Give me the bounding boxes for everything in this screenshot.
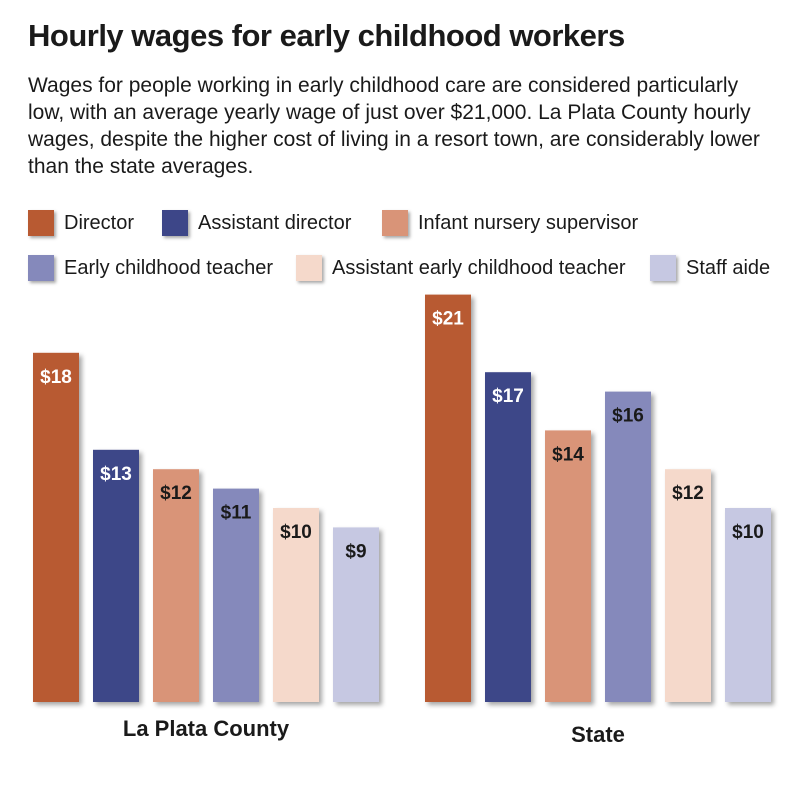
bar-la-plata-county-assistant-director <box>93 449 139 702</box>
value-labels: $18 $13 $12 $11 $10 $9 $21 $17 $14 $16 $12 $10 <box>40 309 764 563</box>
chart-title: Hourly wages for early childhood workers <box>28 18 625 53</box>
value-label-state-assistant-early-childhood-teacher: $12 <box>672 483 704 504</box>
value-label-state-early-childhood-teacher: $16 <box>612 406 644 427</box>
bar-la-plata-county-infant-nursery-supervisor <box>153 469 199 702</box>
value-label-la-plata-county-staff-aide: $9 <box>345 541 366 562</box>
group-labels: La Plata County State <box>123 716 625 747</box>
legend-item-early-childhood-teacher: Early childhood teacher <box>28 255 273 281</box>
bar-state-director <box>425 294 471 702</box>
bar-la-plata-county-director <box>33 352 79 702</box>
bar-state-early-childhood-teacher <box>605 391 651 702</box>
value-label-la-plata-county-director: $18 <box>40 367 72 388</box>
value-label-state-staff-aide: $10 <box>732 522 764 543</box>
value-label-la-plata-county-early-childhood-teacher: $11 <box>221 503 252 524</box>
legend-label-assistant-director: Assistant director <box>198 211 352 234</box>
legend-item-director: Director <box>28 210 134 236</box>
legend-item-assistant-early-childhood-teacher: Assistant early childhood teacher <box>296 255 626 281</box>
legend-item-staff-aide: Staff aide <box>650 255 770 281</box>
category-label-la-plata-county: La Plata County <box>123 716 290 741</box>
value-label-state-assistant-director: $17 <box>492 386 524 407</box>
legend-swatch-infant-nursery-supervisor <box>382 210 408 236</box>
bar-la-plata-county-staff-aide <box>333 527 379 702</box>
value-label-state-director: $21 <box>432 309 464 330</box>
bars <box>33 294 771 702</box>
legend-item-infant-nursery-supervisor: Infant nursery supervisor <box>382 210 638 236</box>
value-label-la-plata-county-assistant-director: $13 <box>100 464 132 485</box>
bar-la-plata-county-assistant-early-childhood-teacher <box>273 508 319 702</box>
legend-swatch-assistant-early-childhood-teacher <box>296 255 322 281</box>
legend-label-assistant-early-childhood-teacher: Assistant early childhood teacher <box>332 256 626 279</box>
legend-swatch-assistant-director <box>162 210 188 236</box>
bar-state-assistant-director <box>485 372 531 702</box>
legend-label-director: Director <box>64 211 135 234</box>
legend-swatch-early-childhood-teacher <box>28 255 54 281</box>
legend-swatch-director <box>28 210 54 236</box>
legend-item-assistant-director: Assistant director <box>162 210 351 236</box>
bar-state-assistant-early-childhood-teacher <box>665 469 711 702</box>
legend-swatch-staff-aide <box>650 255 676 281</box>
value-label-state-infant-nursery-supervisor: $14 <box>552 444 584 465</box>
value-label-la-plata-county-assistant-early-childhood-teacher: $10 <box>280 522 312 543</box>
value-label-la-plata-county-infant-nursery-supervisor: $12 <box>160 483 192 504</box>
bar-state-staff-aide <box>725 508 771 702</box>
legend-label-infant-nursery-supervisor: Infant nursery supervisor <box>418 211 639 234</box>
chart-subtitle: Wages for people working in early childh… <box>28 74 760 178</box>
bar-state-infant-nursery-supervisor <box>545 430 591 702</box>
legend-label-early-childhood-teacher: Early childhood teacher <box>64 256 274 279</box>
bar-la-plata-county-early-childhood-teacher <box>213 488 259 702</box>
category-label-state: State <box>571 722 625 747</box>
legend-label-staff-aide: Staff aide <box>686 256 771 279</box>
